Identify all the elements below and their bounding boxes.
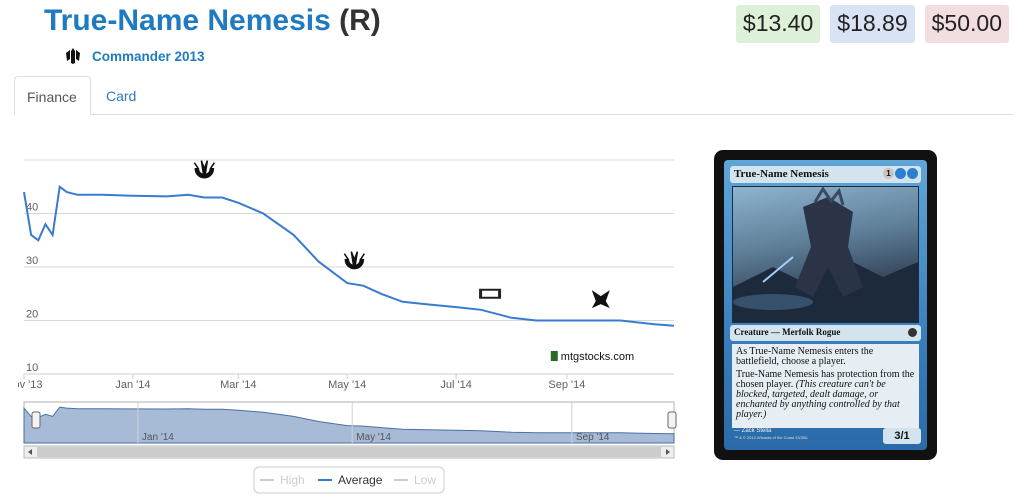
chart-credit: mtgstocks.com: [561, 351, 634, 363]
mana-cost: 1: [883, 168, 918, 179]
price-chart[interactable]: 10 20 30 40 Nov '13 Jan '14 Mar '14 May '14 Jul …: [18, 140, 678, 497]
khans-set-icon[interactable]: [591, 290, 610, 309]
set-link[interactable]: Commander 2013: [64, 47, 205, 65]
x-tick-label: Nov '13: [18, 379, 42, 391]
legend-item[interactable]: Average: [338, 473, 383, 487]
card-image: True-Name Nemesis 1 Creature — Merfolk R…: [714, 150, 937, 460]
x-tick-label: Sep '14: [548, 379, 585, 391]
page-title: True-Name Nemesis (R): [44, 4, 381, 38]
navigator-handle[interactable]: [31, 411, 41, 429]
blue-mana-icon: [895, 168, 906, 179]
y-tick-label: 30: [26, 255, 38, 267]
reminder-text: (This creature can't be blocked, targete…: [736, 379, 900, 420]
illustrator-name: Zack Stella: [741, 428, 772, 434]
average-price-badge: $18.89: [830, 5, 915, 43]
rarity-label: (R): [339, 4, 381, 37]
y-tick-label: 10: [26, 362, 38, 374]
price-badges: $13.40 $18.89 $50.00: [735, 5, 1009, 43]
y-tick-label: 20: [26, 309, 38, 321]
card-image-title-text: True-Name Nemesis: [734, 168, 829, 180]
scrollbar-thumb[interactable]: [37, 447, 661, 457]
m15-set-icon[interactable]: [479, 288, 502, 299]
x-tick-label: Mar '14: [220, 379, 256, 391]
y-tick-label: 40: [26, 202, 38, 214]
navigator-area: [23, 406, 675, 444]
illustrator-credit: — Zack Stella: [734, 428, 772, 434]
scroll-left-icon[interactable]: [28, 449, 32, 455]
set-release-icon[interactable]: [193, 160, 215, 179]
card-type-line: Creature — Merfolk Rogue: [730, 325, 921, 341]
generic-mana-icon: 1: [883, 168, 894, 179]
rules-line: As True-Name Nemesis enters the battlefi…: [736, 346, 874, 367]
legend-item[interactable]: High: [280, 473, 305, 487]
low-price-badge: $13.40: [735, 5, 821, 43]
card-frame: True-Name Nemesis 1 Creature — Merfolk R…: [724, 160, 927, 450]
rules-line: True-Name Nemesis has protection from th…: [736, 369, 915, 390]
navigator-label: Sep '14: [576, 432, 610, 443]
commander-set-icon: [66, 48, 80, 64]
tab-card[interactable]: Card: [106, 88, 137, 104]
set-symbol-icon: [908, 328, 917, 337]
card-artwork: [732, 186, 919, 323]
high-price-badge: $50.00: [924, 5, 1009, 43]
tab-bar: Finance Card: [14, 76, 1013, 115]
x-tick-label: Jan '14: [115, 379, 150, 391]
set-name[interactable]: Commander 2013: [92, 48, 205, 64]
navigator-label: Jan '14: [142, 432, 174, 443]
blue-mana-icon: [907, 168, 918, 179]
x-tick-label: Jul '14: [440, 379, 471, 391]
x-tick-label: May '14: [328, 379, 366, 391]
power-toughness: 3/1: [883, 428, 921, 444]
legend-box: [253, 466, 445, 494]
navigator-label: May '14: [356, 432, 391, 443]
tab-finance[interactable]: Finance: [14, 76, 91, 115]
navigator-handle[interactable]: [667, 411, 677, 429]
copyright-line: ™ & © 2013 Wizards of the Coast 43/356: [734, 435, 808, 440]
legend-item[interactable]: Low: [414, 473, 436, 487]
card-type-text: Creature — Merfolk Rogue: [734, 327, 841, 337]
average-price-line: [23, 185, 675, 327]
mtgstocks-logo-icon: [550, 351, 558, 361]
card-image-title: True-Name Nemesis 1: [730, 166, 921, 183]
card-name: True-Name Nemesis: [44, 4, 331, 37]
merfolk-artwork: [733, 187, 918, 322]
set-release-icon[interactable]: [343, 251, 365, 270]
scroll-right-icon[interactable]: [666, 449, 670, 455]
card-rules-text: As True-Name Nemesis enters the battlefi…: [732, 344, 919, 428]
